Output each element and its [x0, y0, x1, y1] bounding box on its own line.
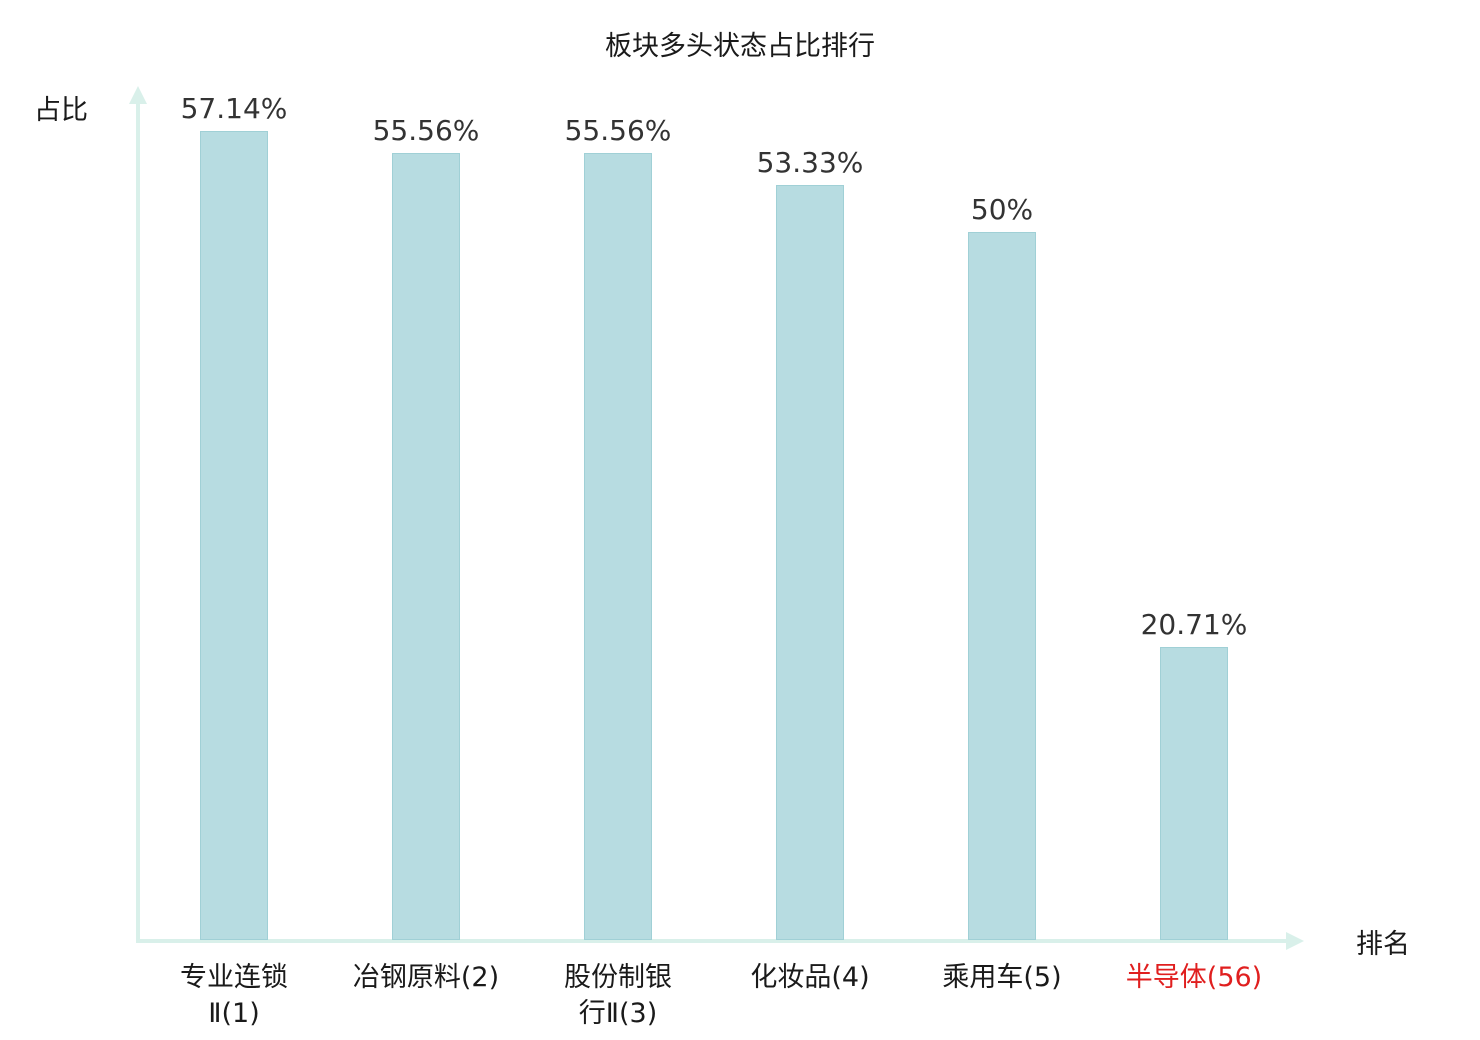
- bar-value-label: 55.56%: [564, 113, 672, 147]
- bar: [776, 184, 844, 940]
- chart-title: 板块多头状态占比排行: [605, 31, 875, 62]
- category-label: 乘用车(5): [942, 962, 1062, 993]
- bar-group: 20.71%: [1098, 90, 1290, 940]
- bar-group: 57.14%: [138, 90, 330, 940]
- bar: [584, 152, 652, 940]
- category-label: 冶钢原料(2): [352, 962, 500, 993]
- x-axis-label: 排名: [1356, 929, 1410, 960]
- bar-group: 55.56%: [330, 90, 522, 940]
- category-label: 专业连锁 Ⅱ(1): [180, 962, 288, 1030]
- bar: [200, 130, 268, 940]
- category-label: 化妆品(4): [750, 962, 870, 993]
- bar-value-label: 20.71%: [1140, 607, 1248, 641]
- bar-value-label: 57.14%: [180, 91, 288, 125]
- y-axis-arrow-icon: [129, 86, 147, 104]
- bar-group: 50%: [906, 90, 1098, 940]
- bar-value-label: 50%: [970, 192, 1034, 226]
- plot-area: 57.14% 55.56% 55.56% 53.33% 50% 20.71%: [138, 90, 1290, 940]
- x-axis-arrow-icon: [1286, 932, 1304, 950]
- bar-group: 53.33%: [714, 90, 906, 940]
- y-axis-label: 占比: [34, 95, 88, 126]
- bar-value-label: 53.33%: [756, 145, 864, 179]
- bar: [968, 231, 1036, 940]
- bar: [392, 152, 460, 940]
- bar-value-label: 55.56%: [372, 113, 480, 147]
- bar-group: 55.56%: [522, 90, 714, 940]
- category-label: 半导体(56): [1125, 962, 1263, 993]
- category-axis: 专业连锁 Ⅱ(1) 冶钢原料(2) 股份制银 行Ⅱ(3) 化妆品(4) 乘用车(5) 半导…: [138, 960, 1290, 1033]
- bar: [1160, 646, 1228, 940]
- category-label: 股份制银 行Ⅱ(3): [564, 962, 672, 1030]
